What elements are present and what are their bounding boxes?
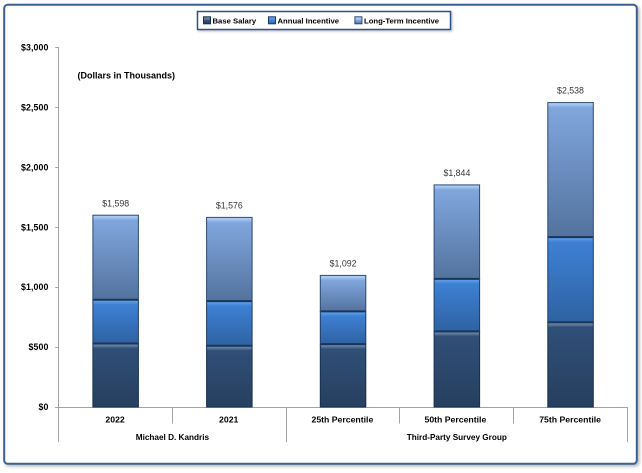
svg-text:75th Percentile: 75th Percentile	[539, 415, 601, 425]
svg-text:Third-Party Survey Group: Third-Party Survey Group	[407, 433, 507, 442]
svg-text:$1,092: $1,092	[330, 259, 357, 269]
svg-text:Annual Incentive: Annual Incentive	[278, 17, 340, 26]
svg-text:(Dollars in Thousands): (Dollars in Thousands)	[78, 71, 176, 81]
svg-text:2021: 2021	[219, 415, 238, 425]
svg-text:Long-Term Incentive: Long-Term Incentive	[364, 17, 440, 26]
svg-text:Base Salary: Base Salary	[213, 17, 257, 26]
svg-text:$3,000: $3,000	[21, 42, 49, 52]
svg-text:$1,576: $1,576	[216, 201, 243, 211]
svg-text:$1,598: $1,598	[102, 198, 129, 208]
svg-text:$1,844: $1,844	[443, 168, 470, 178]
svg-text:2022: 2022	[105, 415, 124, 425]
svg-text:25th Percentile: 25th Percentile	[311, 415, 373, 425]
svg-text:$0: $0	[39, 402, 49, 412]
svg-text:$1,500: $1,500	[21, 222, 49, 232]
svg-text:$2,500: $2,500	[21, 102, 49, 112]
svg-text:$2,538: $2,538	[557, 86, 584, 96]
svg-text:$2,000: $2,000	[21, 162, 49, 172]
svg-text:$500: $500	[29, 342, 49, 352]
svg-text:50th Percentile: 50th Percentile	[424, 415, 486, 425]
svg-text:$1,000: $1,000	[21, 282, 49, 292]
svg-text:Michael D. Kandris: Michael D. Kandris	[136, 433, 210, 442]
